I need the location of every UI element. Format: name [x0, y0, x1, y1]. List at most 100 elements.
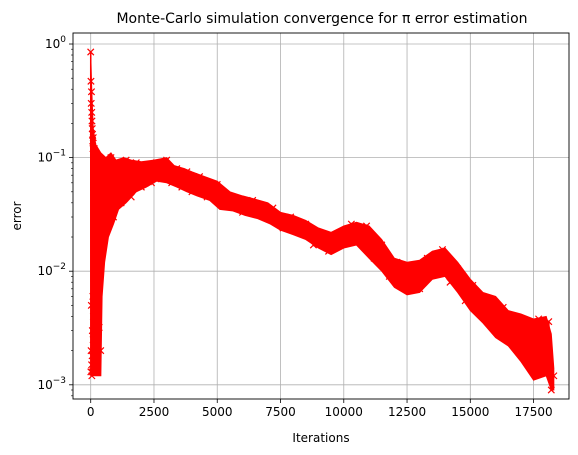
data-point [195, 173, 204, 181]
data-point [157, 175, 166, 183]
data-point [94, 171, 102, 179]
data-point [332, 233, 340, 241]
grid [73, 33, 569, 399]
x-tick-label: 15000 [451, 405, 489, 419]
data-point [183, 168, 191, 176]
data-point [88, 108, 96, 117]
data-point [87, 88, 96, 96]
data-point [127, 193, 135, 201]
data-point [122, 156, 130, 164]
data-point [347, 220, 355, 228]
data-point [438, 245, 447, 254]
data-point [545, 317, 553, 326]
data-point [259, 211, 267, 220]
data-point [95, 323, 103, 332]
data-point [519, 352, 528, 360]
data-point [340, 238, 348, 246]
data-point [87, 48, 95, 56]
x-tick-label: 12500 [388, 405, 426, 419]
data-point [221, 201, 229, 209]
data-point [446, 278, 454, 286]
x-tick-label: 7500 [265, 405, 296, 419]
data-point [279, 224, 287, 232]
x-tick-label: 2500 [139, 405, 170, 419]
x-tick-label: 10000 [325, 405, 363, 419]
data-point [96, 171, 104, 179]
data-point [535, 315, 543, 323]
data-point [88, 117, 96, 125]
data-point [469, 281, 477, 290]
data-point [90, 346, 98, 355]
data-point [178, 183, 186, 191]
data-point [287, 213, 295, 221]
data-point [173, 164, 181, 173]
y-tick-label: 10−3 [37, 376, 66, 392]
data-point [96, 233, 104, 241]
data-point [88, 352, 96, 360]
data-point [142, 162, 151, 170]
x-tick-label: 17500 [514, 405, 552, 419]
data-point [97, 179, 105, 187]
data-point [87, 99, 95, 108]
data-point [370, 254, 378, 262]
data-point [88, 124, 96, 133]
data-point [302, 220, 310, 228]
data-point [269, 204, 277, 212]
data-point [90, 292, 99, 301]
data-point [163, 156, 171, 164]
data-point [324, 247, 333, 255]
data-point [101, 213, 109, 221]
data-point [484, 294, 492, 302]
y-axis-ticks: 10−3 10−2 10−1 100 [37, 35, 73, 397]
data-point [461, 297, 469, 305]
data-point [454, 265, 462, 273]
data-point [87, 361, 96, 369]
data-point [104, 222, 113, 230]
x-tick-label: 0 [87, 405, 95, 419]
data-point [529, 364, 538, 372]
x-axis-label: Iterations [292, 431, 349, 445]
data-point [416, 285, 424, 293]
x-tick-label: 5000 [202, 405, 233, 419]
y-axis-label: error [10, 201, 24, 230]
data-point [94, 306, 102, 315]
data-point [109, 213, 118, 221]
data-point [491, 319, 500, 327]
data-point [550, 372, 558, 380]
data-point [90, 144, 98, 153]
data-point [168, 179, 176, 187]
data-point [91, 149, 99, 157]
data-point [408, 265, 416, 273]
x-axis-ticks: 0 2500 5000 7500 10000 12500 15000 17500 [87, 399, 553, 419]
data-point [524, 323, 533, 332]
data-point [87, 301, 95, 310]
data-point [92, 159, 101, 167]
data-point [137, 183, 145, 191]
data-point [249, 196, 257, 205]
data-point [499, 303, 507, 312]
data-point [362, 222, 371, 230]
y-tick-label: 10−1 [37, 149, 66, 165]
data-point [90, 278, 98, 286]
chart-title: Monte-Carlo simulation convergence for π… [116, 11, 527, 27]
data-point [431, 262, 439, 271]
data-point [203, 193, 211, 201]
series-line [89, 52, 555, 391]
data-point [228, 193, 237, 201]
plot-frame [72, 32, 570, 400]
data-point [94, 247, 103, 255]
error-band-area [90, 52, 555, 391]
data-point [98, 233, 106, 241]
data-point [188, 188, 196, 196]
data-point [540, 357, 548, 366]
y-tick-label: 10−2 [37, 262, 66, 278]
data-point [87, 77, 95, 85]
data-point [89, 292, 97, 301]
data-point [507, 334, 515, 342]
data-point [309, 241, 318, 249]
data-point [88, 368, 97, 376]
data-point [89, 335, 97, 344]
error-band [90, 52, 555, 391]
data-point [476, 310, 485, 318]
